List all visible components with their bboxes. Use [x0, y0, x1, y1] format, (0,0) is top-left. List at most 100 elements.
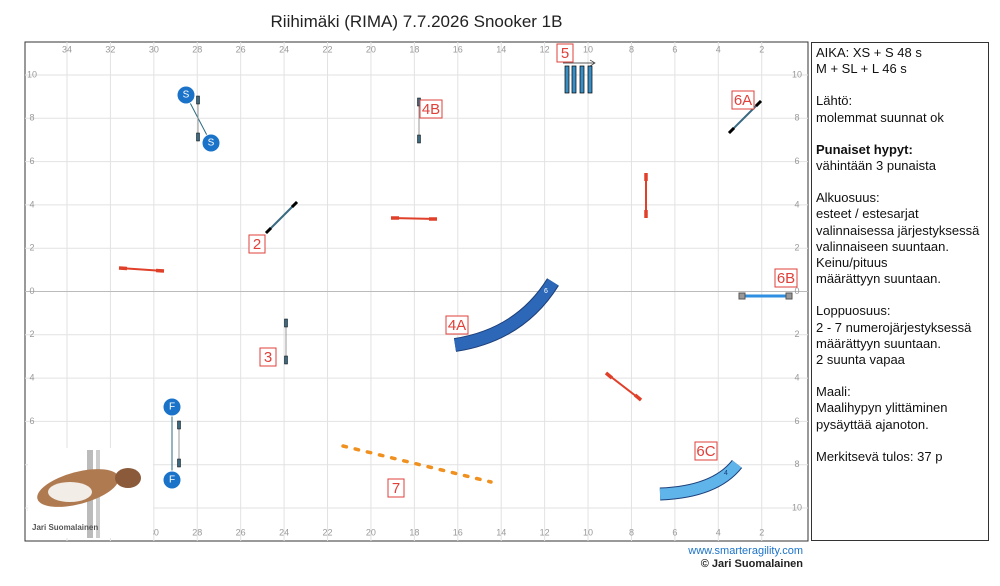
label-box — [387, 478, 405, 498]
y-tick-label: 10 — [792, 502, 802, 512]
spacer — [816, 77, 984, 93]
x-tick-label: 24 — [279, 527, 289, 537]
x-tick-label: 6 — [672, 44, 677, 54]
x-tick-label: 12 — [540, 527, 550, 537]
y-tick-label: 2 — [794, 243, 799, 253]
x-tick-label: 18 — [409, 527, 419, 537]
y-tick-label: 6 — [794, 416, 799, 426]
x-tick-label: 12 — [540, 44, 550, 54]
x-tick-label: 26 — [236, 44, 246, 54]
jump — [264, 200, 299, 235]
sidebar-line: Lähtö: — [816, 93, 853, 109]
obstacle-label: 6B — [777, 270, 795, 287]
y-tick-label: 8 — [29, 113, 34, 123]
x-tick-label: 30 — [149, 527, 159, 537]
label-box — [731, 90, 755, 110]
x-tick-label: 22 — [323, 44, 333, 54]
red-jump — [604, 371, 643, 402]
label-box — [248, 234, 266, 254]
y-tick-label: 6 — [29, 416, 34, 426]
y-tick-label: 4 — [794, 199, 799, 209]
finish-label: F — [169, 402, 175, 413]
tunnel — [454, 278, 559, 351]
x-tick-label: 14 — [496, 44, 506, 54]
spacer — [816, 433, 984, 449]
red-jump — [390, 216, 438, 221]
obstacle-label: 3 — [264, 349, 272, 366]
x-tick-label: 2 — [759, 44, 764, 54]
y-tick-label: 6 — [29, 156, 34, 166]
jump-series — [563, 59, 596, 94]
obstacle-label: 7 — [392, 480, 400, 497]
obstacle-labels: 2 3 4A 4B 5 6A 6B 6C 7 — [248, 43, 798, 498]
sidebar-line: AIKA: XS + S 48 s — [816, 45, 922, 60]
x-tick-label: 16 — [453, 527, 463, 537]
finish-marker — [162, 397, 182, 417]
spacer — [816, 287, 984, 303]
sidebar-line: 2 - 7 numerojärjestyksessä — [816, 319, 972, 335]
obstacle-label: 6A — [734, 92, 752, 109]
label-box — [694, 441, 718, 461]
finish-marker — [162, 470, 182, 490]
obstacle-label: 2 — [253, 236, 261, 253]
obstacle-label: 4B — [422, 101, 440, 118]
dotted-line — [341, 444, 493, 484]
jump — [284, 318, 288, 365]
sidebar-line: vähintään 3 punaista — [816, 158, 936, 174]
x-tick-label: 32 — [105, 44, 115, 54]
sidebar-line: Punaiset hypyt: — [816, 141, 913, 157]
y-tick-label: 8 — [794, 113, 799, 123]
label-box — [556, 43, 574, 63]
x-tick-label: 10 — [583, 44, 593, 54]
obstacle-label: 5 — [561, 45, 569, 62]
start-label: S — [208, 138, 215, 149]
y-tick-label: 2 — [29, 329, 34, 339]
sidebar-line: molemmat suunnat ok — [816, 109, 944, 125]
x-tick-label: 26 — [236, 527, 246, 537]
x-tick-label: 8 — [629, 44, 634, 54]
footer: www.smarteragility.com © Jari Suomalaine… — [688, 545, 803, 571]
sidebar-line: määrättyyn suuntaan. — [816, 335, 942, 351]
long-jump — [738, 292, 793, 300]
jump — [417, 97, 421, 144]
spacer — [816, 126, 984, 142]
label-box — [419, 99, 443, 119]
obstacle-label: 4A — [448, 317, 466, 334]
sidebar-line: Keinu/pituus — [816, 255, 888, 271]
y-tick-label: 4 — [794, 372, 799, 382]
label-box — [259, 347, 277, 367]
sidebar-line: M + SL + L 46 s — [816, 61, 907, 77]
label-box — [445, 315, 469, 335]
tunnel-mark: 6 — [544, 288, 548, 295]
y-tick-label: 0 — [794, 286, 799, 296]
x-tick-label: 18 — [409, 44, 419, 54]
sidebar-line: Maali: — [816, 384, 851, 400]
jump — [727, 99, 763, 135]
x-tick-label: 28 — [192, 44, 202, 54]
y-tick-label: 10 — [27, 69, 37, 79]
x-tick-label: 20 — [366, 527, 376, 537]
sidebar-line: 2 suunta vapaa — [816, 352, 905, 368]
x-tick-label: 4 — [716, 527, 721, 537]
y-tick-label: 6 — [794, 156, 799, 166]
x-tick-label: 8 — [629, 527, 634, 537]
x-tick-label: 30 — [149, 44, 159, 54]
x-tick-label: 10 — [583, 527, 593, 537]
photo-credit: Jari Suomalainen — [32, 523, 98, 532]
y-tick-label: 4 — [29, 372, 34, 382]
jump — [177, 420, 181, 468]
grid: 3434323230302828262624242222202018181616… — [25, 42, 808, 541]
label-box — [774, 268, 798, 288]
tunnel-mark: 4 — [724, 470, 728, 477]
sidebar-line: pysäyttää ajanoton. — [816, 416, 929, 432]
sidebar-line: Maalihypyn ylittäminen — [816, 400, 948, 416]
spacer — [816, 174, 984, 190]
x-tick-label: 14 — [496, 527, 506, 537]
sidebar-line: Alkuosuus: — [816, 190, 880, 206]
x-tick-label: 2 — [759, 527, 764, 537]
tunnel — [659, 460, 742, 500]
sidebar-line: Loppuosuus: — [816, 303, 891, 319]
x-tick-label: 28 — [192, 527, 202, 537]
x-tick-label: 22 — [323, 527, 333, 537]
